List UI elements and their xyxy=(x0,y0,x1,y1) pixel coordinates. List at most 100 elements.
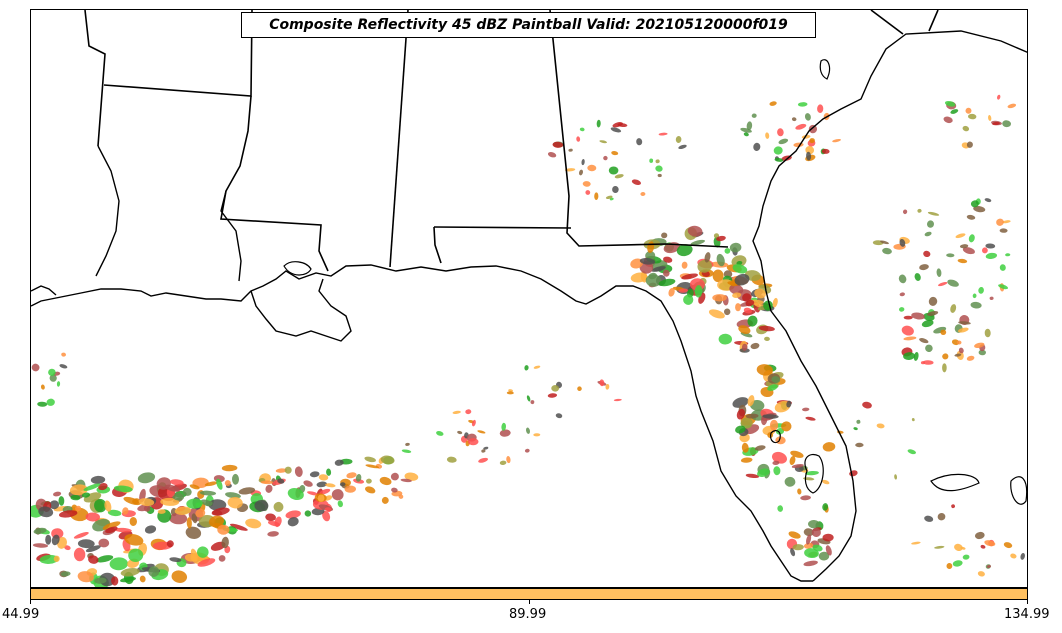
paintball-blob xyxy=(966,141,973,148)
paintball-blob xyxy=(769,419,779,431)
paintball-blob xyxy=(51,534,60,546)
paintball-blob xyxy=(204,481,218,487)
paintball-blob xyxy=(254,499,269,512)
paintball-blob xyxy=(238,487,256,495)
paintball-blob xyxy=(218,555,226,562)
paintball-blob xyxy=(676,244,693,257)
paintball-blob xyxy=(501,422,507,431)
paintball-blob xyxy=(974,342,985,349)
paintball-blob xyxy=(984,198,992,203)
paintball-blob xyxy=(129,517,138,526)
paintball-blob xyxy=(817,104,824,113)
paintball-blob xyxy=(465,409,472,415)
paintball-blob xyxy=(962,247,975,255)
paintball-blob xyxy=(551,384,560,392)
paintball-blob xyxy=(331,489,344,501)
paintball-blob xyxy=(77,539,95,549)
paintball-blob xyxy=(217,524,230,535)
paintball-blob xyxy=(1002,120,1011,128)
paintball-blob xyxy=(128,548,144,563)
paintball-blob xyxy=(405,442,410,446)
paintball-blob xyxy=(723,308,731,316)
paintball-blob xyxy=(31,363,40,372)
paintball-blob xyxy=(605,384,610,390)
paintball-blob xyxy=(966,214,976,220)
paintball-blob xyxy=(230,523,248,531)
paintball-blob xyxy=(185,526,202,539)
paintball-blob xyxy=(950,109,959,114)
paintball-blob xyxy=(208,515,225,528)
paintball-blob xyxy=(955,233,966,239)
paintball-blob xyxy=(346,472,357,479)
paintball-blob xyxy=(380,455,395,465)
paintball-blob xyxy=(379,476,392,486)
colorbar-tick-mid xyxy=(529,600,530,604)
paintball-blob xyxy=(111,576,119,586)
paintball-blob xyxy=(804,113,811,121)
paintball-blob xyxy=(764,336,770,342)
paintball-blob xyxy=(344,485,356,493)
paintball-blob xyxy=(803,528,814,537)
paintball-blob xyxy=(483,446,489,450)
paintball-blob xyxy=(655,165,663,172)
paintball-blob xyxy=(649,158,654,163)
paintball-blob xyxy=(69,484,88,496)
paintball-blob xyxy=(530,400,535,405)
paintball-blob xyxy=(968,113,977,120)
paintball-blob xyxy=(169,512,188,525)
paintball-blob xyxy=(957,258,968,264)
paintball-blob xyxy=(40,384,45,390)
paintball-blob xyxy=(962,554,970,560)
paintball-blob xyxy=(919,338,929,344)
paintball-blob xyxy=(999,228,1008,233)
paintball-blob xyxy=(605,195,613,199)
paintball-blob xyxy=(594,192,599,200)
paintball-blob xyxy=(663,256,673,263)
paintball-blob xyxy=(275,468,288,473)
paintball-blob xyxy=(791,463,804,469)
paintball-blob xyxy=(740,457,753,463)
paintball-blob xyxy=(401,449,412,453)
paintball-blob xyxy=(568,148,573,152)
paintball-blob xyxy=(926,220,935,228)
map-panel xyxy=(30,9,1028,588)
paintball-blob xyxy=(954,353,962,357)
paintball-blob xyxy=(85,512,100,522)
paintball-blob xyxy=(160,497,180,506)
paintball-blob xyxy=(120,576,136,583)
paintball-blob xyxy=(38,506,54,518)
paintball-blob xyxy=(105,526,118,534)
paintball-blob xyxy=(806,534,812,545)
paintball-blob xyxy=(954,543,963,551)
paintball-blob xyxy=(985,252,998,259)
paintball-blob xyxy=(972,293,977,299)
paintball-blob xyxy=(533,365,541,369)
paintball-blob xyxy=(903,315,913,320)
paintball-blob xyxy=(962,125,970,132)
paintball-blob xyxy=(747,395,755,407)
paintball-blob xyxy=(526,395,531,402)
paintball-blob xyxy=(1002,220,1011,224)
paintball-blob xyxy=(708,309,725,319)
paintball-blob xyxy=(304,510,312,517)
paintball-blob xyxy=(587,164,597,172)
paintball-blob xyxy=(658,132,668,136)
paintball-blob xyxy=(716,235,726,242)
paintball-blob xyxy=(506,456,511,464)
paintball-blob xyxy=(137,472,156,484)
paintball-blob xyxy=(899,238,906,247)
paintball-blob xyxy=(46,398,55,406)
paintball-blob xyxy=(171,570,188,583)
paintball-blob xyxy=(927,311,939,316)
paintball-blob xyxy=(216,478,223,490)
paintball-blob xyxy=(404,472,419,481)
paintball-blob xyxy=(790,450,804,458)
paintball-blob xyxy=(762,414,779,419)
paintball-blob xyxy=(221,536,229,549)
paintball-blob xyxy=(166,540,174,548)
paintball-blob xyxy=(901,325,914,336)
paintball-blob xyxy=(132,498,141,505)
paintball-blob xyxy=(756,364,773,376)
paintball-blob xyxy=(946,563,953,569)
paintball-blob xyxy=(658,278,676,287)
